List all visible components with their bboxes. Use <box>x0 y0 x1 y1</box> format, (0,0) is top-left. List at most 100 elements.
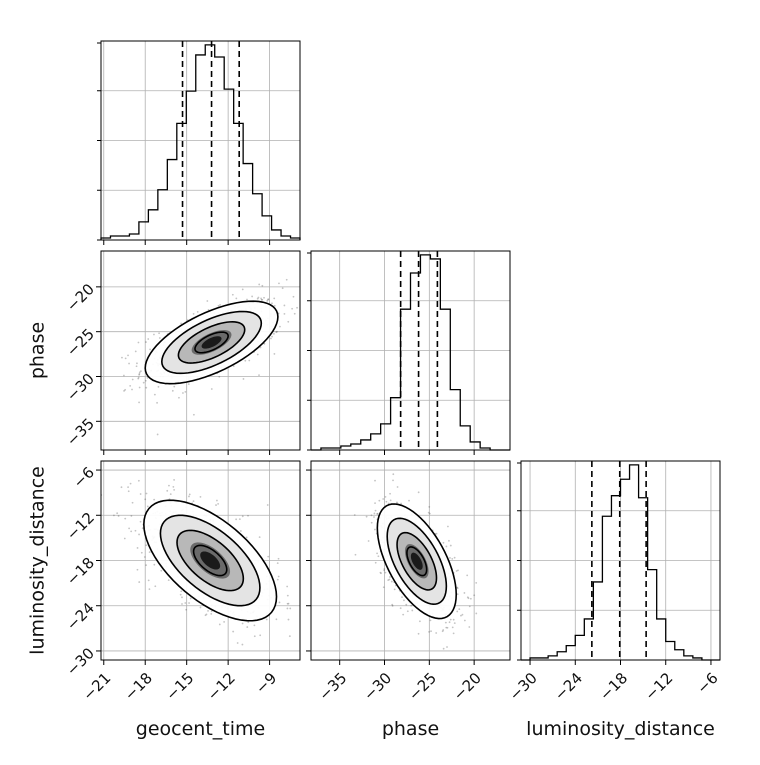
sample-point <box>285 278 288 281</box>
sample-point <box>446 626 449 629</box>
sample-point <box>148 588 151 591</box>
sample-point <box>205 613 208 616</box>
sample-point <box>120 486 123 489</box>
sample-point <box>167 579 170 582</box>
sample-point <box>123 537 126 540</box>
sample-point <box>199 606 202 609</box>
xtick-label-geocent_time-1: −18 <box>121 669 156 704</box>
sample-point <box>173 385 176 388</box>
sample-point <box>130 515 133 517</box>
sample-point <box>182 392 184 394</box>
sample-point <box>235 297 238 300</box>
sample-point <box>428 512 431 515</box>
sample-point <box>467 597 470 600</box>
sample-point <box>217 502 220 505</box>
sample-point <box>442 647 445 650</box>
joint-phase-luminosity_distance-grid <box>311 461 510 660</box>
sample-point <box>286 607 289 610</box>
sample-point <box>263 296 265 299</box>
ytick-label-luminosity_distance-0: −30 <box>63 644 98 679</box>
sample-point <box>149 348 151 351</box>
sample-point <box>141 527 144 530</box>
sample-point <box>158 337 161 339</box>
sample-point <box>466 596 469 599</box>
sample-point <box>180 590 183 593</box>
density-geocent_time-phase <box>121 278 298 436</box>
xtick-label-luminosity_distance-4: −6 <box>693 669 721 697</box>
sample-point <box>160 569 163 572</box>
sample-point <box>253 635 256 638</box>
xtick-label-luminosity_distance-2: −18 <box>596 669 631 704</box>
sample-point <box>468 626 471 628</box>
sample-point <box>156 433 159 436</box>
sample-point <box>275 331 278 334</box>
sample-point <box>181 596 183 599</box>
sample-point <box>273 304 276 307</box>
sample-point <box>178 396 180 399</box>
sample-point <box>392 473 395 476</box>
sample-point <box>204 614 207 617</box>
histogram-geocent_time <box>100 44 301 240</box>
sample-point <box>435 632 438 634</box>
sample-point <box>137 376 140 379</box>
sample-point <box>166 489 169 492</box>
sample-point <box>136 547 139 549</box>
sample-point <box>124 388 127 391</box>
sample-point <box>192 413 195 416</box>
sample-point <box>146 505 149 508</box>
sample-point <box>169 493 172 496</box>
density-level-4 <box>201 336 222 349</box>
sample-point <box>442 629 445 631</box>
sample-point <box>263 342 266 345</box>
sample-point <box>353 514 356 516</box>
sample-point <box>145 544 148 547</box>
sample-point <box>143 556 146 558</box>
sample-point <box>153 498 156 501</box>
sample-point <box>276 562 279 565</box>
histogram-luminosity_distance <box>521 464 720 661</box>
sample-point <box>293 312 296 315</box>
ytick-label-luminosity_distance-3: −12 <box>63 509 98 544</box>
sample-point <box>258 283 261 286</box>
sample-point <box>463 592 466 594</box>
sample-point <box>138 386 141 389</box>
sample-point <box>246 626 249 628</box>
sample-point <box>453 622 456 625</box>
sample-point <box>199 495 202 498</box>
sample-point <box>287 320 290 323</box>
sample-point <box>124 517 127 520</box>
sample-point <box>241 622 244 625</box>
sample-point <box>473 594 476 597</box>
sample-point <box>130 530 133 533</box>
hist-panel-geocent_time-frame <box>100 40 301 241</box>
sample-point <box>389 576 391 578</box>
sample-point <box>392 479 394 482</box>
contour-line-1 <box>396 531 438 591</box>
xtick-label-luminosity_distance-1: −24 <box>551 669 586 704</box>
sample-point <box>277 557 280 560</box>
sample-point <box>127 490 130 493</box>
sample-point <box>376 513 379 515</box>
sample-point <box>137 341 140 344</box>
sample-point <box>144 498 147 501</box>
sample-point <box>260 297 263 300</box>
sample-point <box>417 632 420 635</box>
contour-line-3 <box>144 300 279 385</box>
sample-point <box>260 299 263 301</box>
sample-point <box>139 520 142 523</box>
contour-line-0 <box>406 546 428 577</box>
sample-point <box>185 608 188 611</box>
sample-point <box>244 359 247 362</box>
sample-point <box>267 298 270 301</box>
sample-point <box>391 604 394 607</box>
sample-point <box>123 390 125 392</box>
sample-point <box>286 594 289 597</box>
sample-point <box>138 372 141 375</box>
sample-point <box>136 362 138 365</box>
sample-point <box>418 620 421 623</box>
sample-point <box>279 325 281 328</box>
sample-point <box>448 539 450 542</box>
ytick-label-phase-1: −30 <box>63 370 98 405</box>
sample-point <box>376 512 379 515</box>
